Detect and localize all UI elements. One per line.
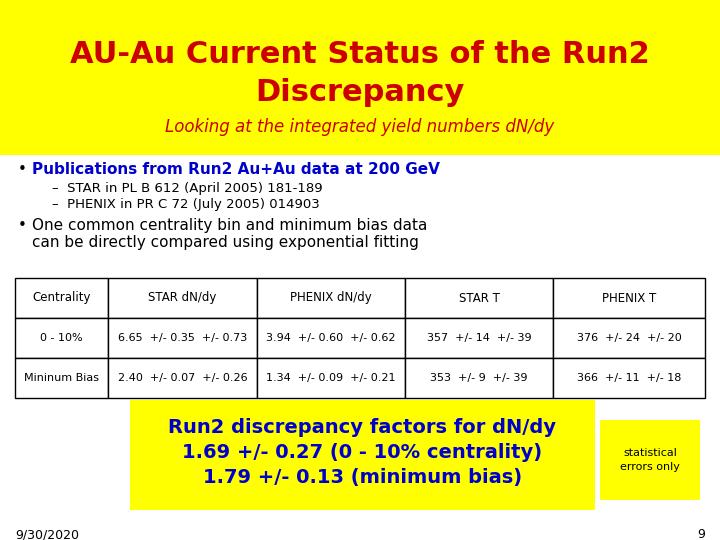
Bar (15, 318, 108, 358)
Text: 357  +/- 14  +/- 39: 357 +/- 14 +/- 39 (427, 333, 531, 343)
Bar (553, 278, 705, 318)
Text: 6.65  +/- 0.35  +/- 0.73: 6.65 +/- 0.35 +/- 0.73 (117, 333, 247, 343)
Bar (256, 318, 405, 358)
Text: •: • (18, 218, 27, 233)
Text: One common centrality bin and minimum bias data: One common centrality bin and minimum bi… (32, 218, 428, 233)
Text: STAR dN/dy: STAR dN/dy (148, 292, 217, 305)
Text: Looking at the integrated yield numbers dN/dy: Looking at the integrated yield numbers … (166, 118, 554, 136)
Text: STAR T: STAR T (459, 292, 500, 305)
Text: 353  +/- 9  +/- 39: 353 +/- 9 +/- 39 (431, 373, 528, 383)
Bar (256, 358, 405, 398)
Bar (108, 358, 256, 398)
Text: 1.69 +/- 0.27 (0 - 10% centrality): 1.69 +/- 0.27 (0 - 10% centrality) (182, 443, 543, 462)
Text: Mininum Bias: Mininum Bias (24, 373, 99, 383)
Bar (405, 278, 553, 318)
Text: PHENIX dN/dy: PHENIX dN/dy (289, 292, 372, 305)
Text: can be directly compared using exponential fitting: can be directly compared using exponenti… (32, 235, 419, 250)
Text: 366  +/- 11  +/- 18: 366 +/- 11 +/- 18 (577, 373, 681, 383)
Text: 9/30/2020: 9/30/2020 (15, 528, 79, 540)
Bar (405, 358, 553, 398)
Text: –  PHENIX in PR C 72 (July 2005) 014903: – PHENIX in PR C 72 (July 2005) 014903 (52, 198, 320, 211)
Text: AU-Au Current Status of the Run2: AU-Au Current Status of the Run2 (70, 40, 650, 69)
Bar (130, 400, 595, 510)
Text: Run2 discrepancy factors for dN/dy: Run2 discrepancy factors for dN/dy (168, 418, 557, 437)
Text: •: • (18, 162, 27, 177)
Text: 2.40  +/- 0.07  +/- 0.26: 2.40 +/- 0.07 +/- 0.26 (117, 373, 247, 383)
Text: 1.79 +/- 0.13 (minimum bias): 1.79 +/- 0.13 (minimum bias) (203, 468, 522, 487)
Text: PHENIX T: PHENIX T (602, 292, 656, 305)
Text: 376  +/- 24  +/- 20: 376 +/- 24 +/- 20 (577, 333, 681, 343)
Bar (405, 318, 553, 358)
Text: Discrepancy: Discrepancy (256, 78, 464, 107)
Text: 0 - 10%: 0 - 10% (40, 333, 83, 343)
Text: 9: 9 (697, 528, 705, 540)
Text: –  STAR in PL B 612 (April 2005) 181-189: – STAR in PL B 612 (April 2005) 181-189 (52, 182, 323, 195)
Bar (553, 318, 705, 358)
Bar (553, 358, 705, 398)
Bar (600, 420, 700, 500)
Bar (108, 278, 256, 318)
Bar (0, 0, 720, 155)
Bar (256, 278, 405, 318)
Text: Centrality: Centrality (32, 292, 91, 305)
Bar (15, 358, 108, 398)
Text: Publications from Run2 Au+Au data at 200 GeV: Publications from Run2 Au+Au data at 200… (32, 162, 440, 177)
Bar (108, 318, 256, 358)
Text: statistical
errors only: statistical errors only (620, 448, 680, 471)
Bar (15, 278, 108, 318)
Text: 1.34  +/- 0.09  +/- 0.21: 1.34 +/- 0.09 +/- 0.21 (266, 373, 395, 383)
Text: 3.94  +/- 0.60  +/- 0.62: 3.94 +/- 0.60 +/- 0.62 (266, 333, 395, 343)
